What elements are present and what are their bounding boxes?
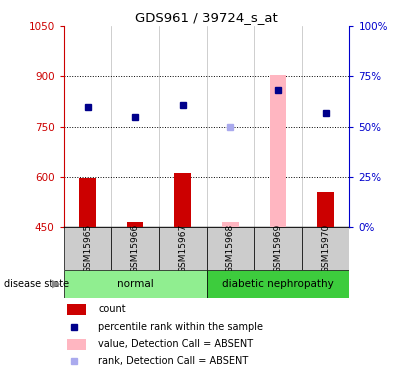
Bar xyxy=(64,227,111,270)
Bar xyxy=(206,227,254,270)
Text: count: count xyxy=(98,304,126,315)
Bar xyxy=(79,178,96,227)
Text: percentile rank within the sample: percentile rank within the sample xyxy=(98,322,263,332)
Bar xyxy=(317,192,334,227)
Bar xyxy=(127,222,143,227)
Text: GSM15966: GSM15966 xyxy=(131,224,140,273)
Text: GSM15968: GSM15968 xyxy=(226,224,235,273)
Text: normal: normal xyxy=(117,279,153,289)
Title: GDS961 / 39724_s_at: GDS961 / 39724_s_at xyxy=(135,11,278,24)
Bar xyxy=(111,227,159,270)
Bar xyxy=(254,227,302,270)
Bar xyxy=(174,173,191,227)
Text: ▶: ▶ xyxy=(52,279,61,289)
Bar xyxy=(67,304,86,315)
Text: GSM15967: GSM15967 xyxy=(178,224,187,273)
Text: disease state: disease state xyxy=(4,279,69,289)
Text: GSM15970: GSM15970 xyxy=(321,224,330,273)
Text: GSM15969: GSM15969 xyxy=(273,224,282,273)
Bar xyxy=(302,227,349,270)
Bar xyxy=(159,227,206,270)
Bar xyxy=(222,222,239,227)
Bar xyxy=(67,339,86,350)
Bar xyxy=(206,270,349,298)
Text: GSM15965: GSM15965 xyxy=(83,224,92,273)
Bar xyxy=(64,270,206,298)
Bar xyxy=(270,75,286,227)
Text: diabetic nephropathy: diabetic nephropathy xyxy=(222,279,334,289)
Text: value, Detection Call = ABSENT: value, Detection Call = ABSENT xyxy=(98,339,253,349)
Text: rank, Detection Call = ABSENT: rank, Detection Call = ABSENT xyxy=(98,356,249,366)
